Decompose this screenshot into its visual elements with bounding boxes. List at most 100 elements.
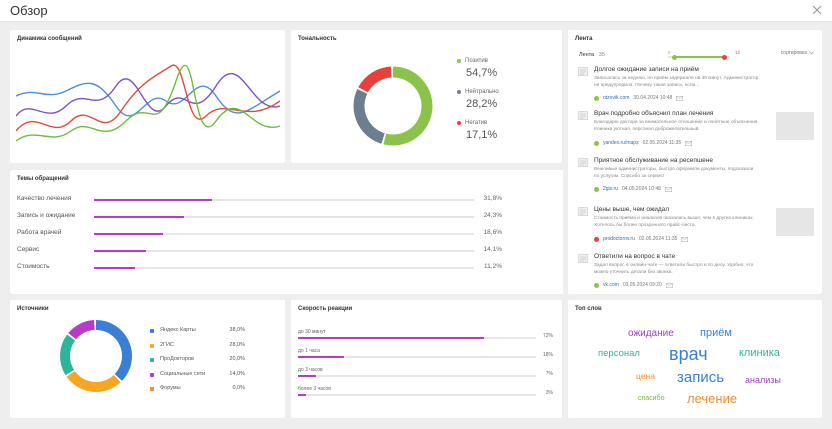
feed-item-title[interactable]: Приятное обслуживание на ресепшене	[594, 157, 713, 164]
topic-bar-track	[94, 233, 474, 235]
sentiment-segment[interactable]	[353, 89, 385, 144]
feed-item-title[interactable]: Цены выше, чем ожидал	[594, 206, 670, 213]
feed-item-date: 30.04.2024 10:48	[633, 95, 673, 101]
speed-bar-track	[298, 337, 536, 339]
feed-item-date: 02.05.2024 11:35	[642, 140, 682, 146]
source-row: Яндекс Карты 38,0%	[150, 327, 245, 336]
speed-row: более 3 часов 3%	[298, 386, 553, 400]
sort-label: сортировка	[780, 50, 807, 56]
feed-item-thumbnail[interactable]	[776, 208, 814, 236]
feed-item-meta: prodoctorov.ru 02.05.2024 11:35	[594, 236, 689, 242]
word-cloud-item[interactable]: цена	[636, 371, 655, 381]
feed-item-source[interactable]: yandex.ru/maps	[603, 140, 639, 146]
feed-item-date: 02.05.2024 11:35	[638, 236, 678, 242]
feed-count: 35	[598, 52, 605, 58]
feed-item-source[interactable]: vk.com	[603, 282, 619, 288]
feed-range-filter[interactable]: 8 12	[664, 50, 740, 60]
chevron-down-icon	[809, 51, 814, 55]
topic-bar-track	[94, 250, 474, 252]
word-cloud-item[interactable]: ожидание	[628, 328, 674, 339]
speed-bar-track	[298, 394, 536, 396]
feed-item-thumbnail[interactable]	[776, 112, 814, 140]
feed-header: Лента 35	[579, 52, 605, 58]
mail-icon[interactable]	[665, 282, 673, 288]
feed-item[interactable]: Приятное обслуживание на ресепшене Вежли…	[578, 157, 818, 193]
source-segment[interactable]	[66, 370, 121, 392]
feed-item-meta: yandex.ru/maps 02.05.2024 11:35	[594, 140, 693, 146]
dynamics-title: Динамика сообщений	[17, 36, 82, 42]
source-segment[interactable]	[68, 320, 95, 340]
mail-icon[interactable]	[665, 186, 672, 192]
topic-value: 18,6%	[483, 229, 502, 236]
document-icon	[578, 207, 588, 216]
range-handle-max[interactable]	[722, 54, 727, 60]
mail-icon[interactable]	[681, 236, 689, 242]
feed-item-meta: otzovik.com 30.04.2024 10:48	[594, 95, 684, 101]
topic-value: 31,8%	[483, 195, 502, 202]
source-label: Форумы	[160, 385, 181, 391]
sort-dropdown[interactable]: сортировка	[781, 50, 814, 56]
speed-title: Скорость реакции	[298, 306, 353, 312]
feed-item-title[interactable]: Врач подробно объяснил план лечения	[594, 110, 714, 117]
topic-label: Запись и ожидание	[17, 212, 76, 219]
topic-row: Стоимость 11,2%	[17, 263, 502, 273]
speed-value: 18%	[542, 352, 553, 358]
sentiment-segment[interactable]	[383, 66, 433, 146]
speed-bar-fill	[298, 394, 306, 396]
word-cloud-item[interactable]: анализы	[745, 375, 781, 385]
word-cloud-item[interactable]: лечение	[687, 391, 738, 406]
status-dot	[594, 186, 599, 192]
topic-bar-fill	[94, 233, 163, 235]
topic-value: 11,2%	[484, 263, 502, 270]
feed-item[interactable]: Долгое ожидание записи на приём Записала…	[578, 66, 818, 102]
range-max: 12	[734, 50, 740, 55]
speed-bar-track	[298, 375, 536, 377]
source-segment[interactable]	[60, 334, 76, 376]
top-bar: Обзор	[0, 0, 832, 22]
feed-item-text: Благодарю доктора за внимательное отноше…	[594, 120, 759, 132]
range-handle-min[interactable]	[672, 54, 677, 60]
word-cloud-item[interactable]: клиника	[739, 347, 780, 359]
dynamics-line-3	[16, 64, 280, 132]
mail-icon[interactable]	[685, 140, 693, 146]
mail-icon[interactable]	[676, 95, 684, 101]
dynamics-line-2	[16, 72, 280, 117]
word-cloud-item[interactable]: приём	[700, 327, 732, 339]
speed-value: 3%	[545, 390, 553, 396]
topic-label: Работа врачей	[17, 229, 62, 236]
sentiment-card: Тональность	[291, 30, 562, 163]
negative-label: Негатив	[465, 120, 488, 126]
feed-item-title[interactable]: Ответили на вопрос в чате	[594, 253, 676, 260]
speed-row: до 3 часов 7%	[298, 367, 553, 381]
feed-item[interactable]: Ответили на вопрос в чате Задал вопрос в…	[578, 253, 818, 289]
source-color-dot	[150, 387, 154, 391]
topic-bar-fill	[94, 199, 212, 201]
feed-item-title[interactable]: Долгое ожидание записи на приём	[594, 66, 699, 73]
topics-card: Темы обращений	[10, 170, 563, 294]
source-segment[interactable]	[95, 320, 132, 381]
word-cloud-item[interactable]: спасибо	[638, 395, 665, 402]
feed-label: Лента	[579, 52, 595, 58]
feed-item[interactable]: Врач подробно объяснил план лечения Благ…	[578, 110, 818, 146]
feed-item-text: Стоимость приёма и анализов оказалась вы…	[594, 216, 754, 228]
feed-item-text: Вежливые администраторы, быстро оформили…	[594, 167, 754, 179]
feed-item-date: 04.05.2024 10:48	[622, 186, 661, 192]
topic-label: Качество лечения	[17, 195, 72, 202]
topics-title: Темы обращений	[17, 176, 69, 182]
topic-bar-fill	[94, 267, 136, 269]
close-icon[interactable]	[810, 3, 824, 17]
feed-item[interactable]: Цены выше, чем ожидал Стоимость приёма и…	[578, 206, 818, 242]
feed-title: Лента	[575, 36, 593, 42]
sentiment-negative: Негатив 17,1%	[457, 120, 497, 141]
sentiment-segment[interactable]	[358, 66, 392, 93]
document-icon	[578, 254, 588, 263]
word-cloud-item[interactable]: запись	[677, 369, 725, 386]
word-cloud-item[interactable]: персонал	[598, 348, 640, 359]
feed-item-source[interactable]: 2gis.ru	[603, 186, 619, 192]
feed-item-source[interactable]: prodoctorov.ru	[603, 236, 635, 242]
speed-bar-fill	[298, 356, 345, 358]
feed-item-source[interactable]: otzovik.com	[603, 95, 630, 101]
source-value: 38,0%	[229, 327, 245, 333]
word-cloud-item[interactable]: врач	[669, 344, 708, 364]
positive-dot	[457, 59, 461, 63]
